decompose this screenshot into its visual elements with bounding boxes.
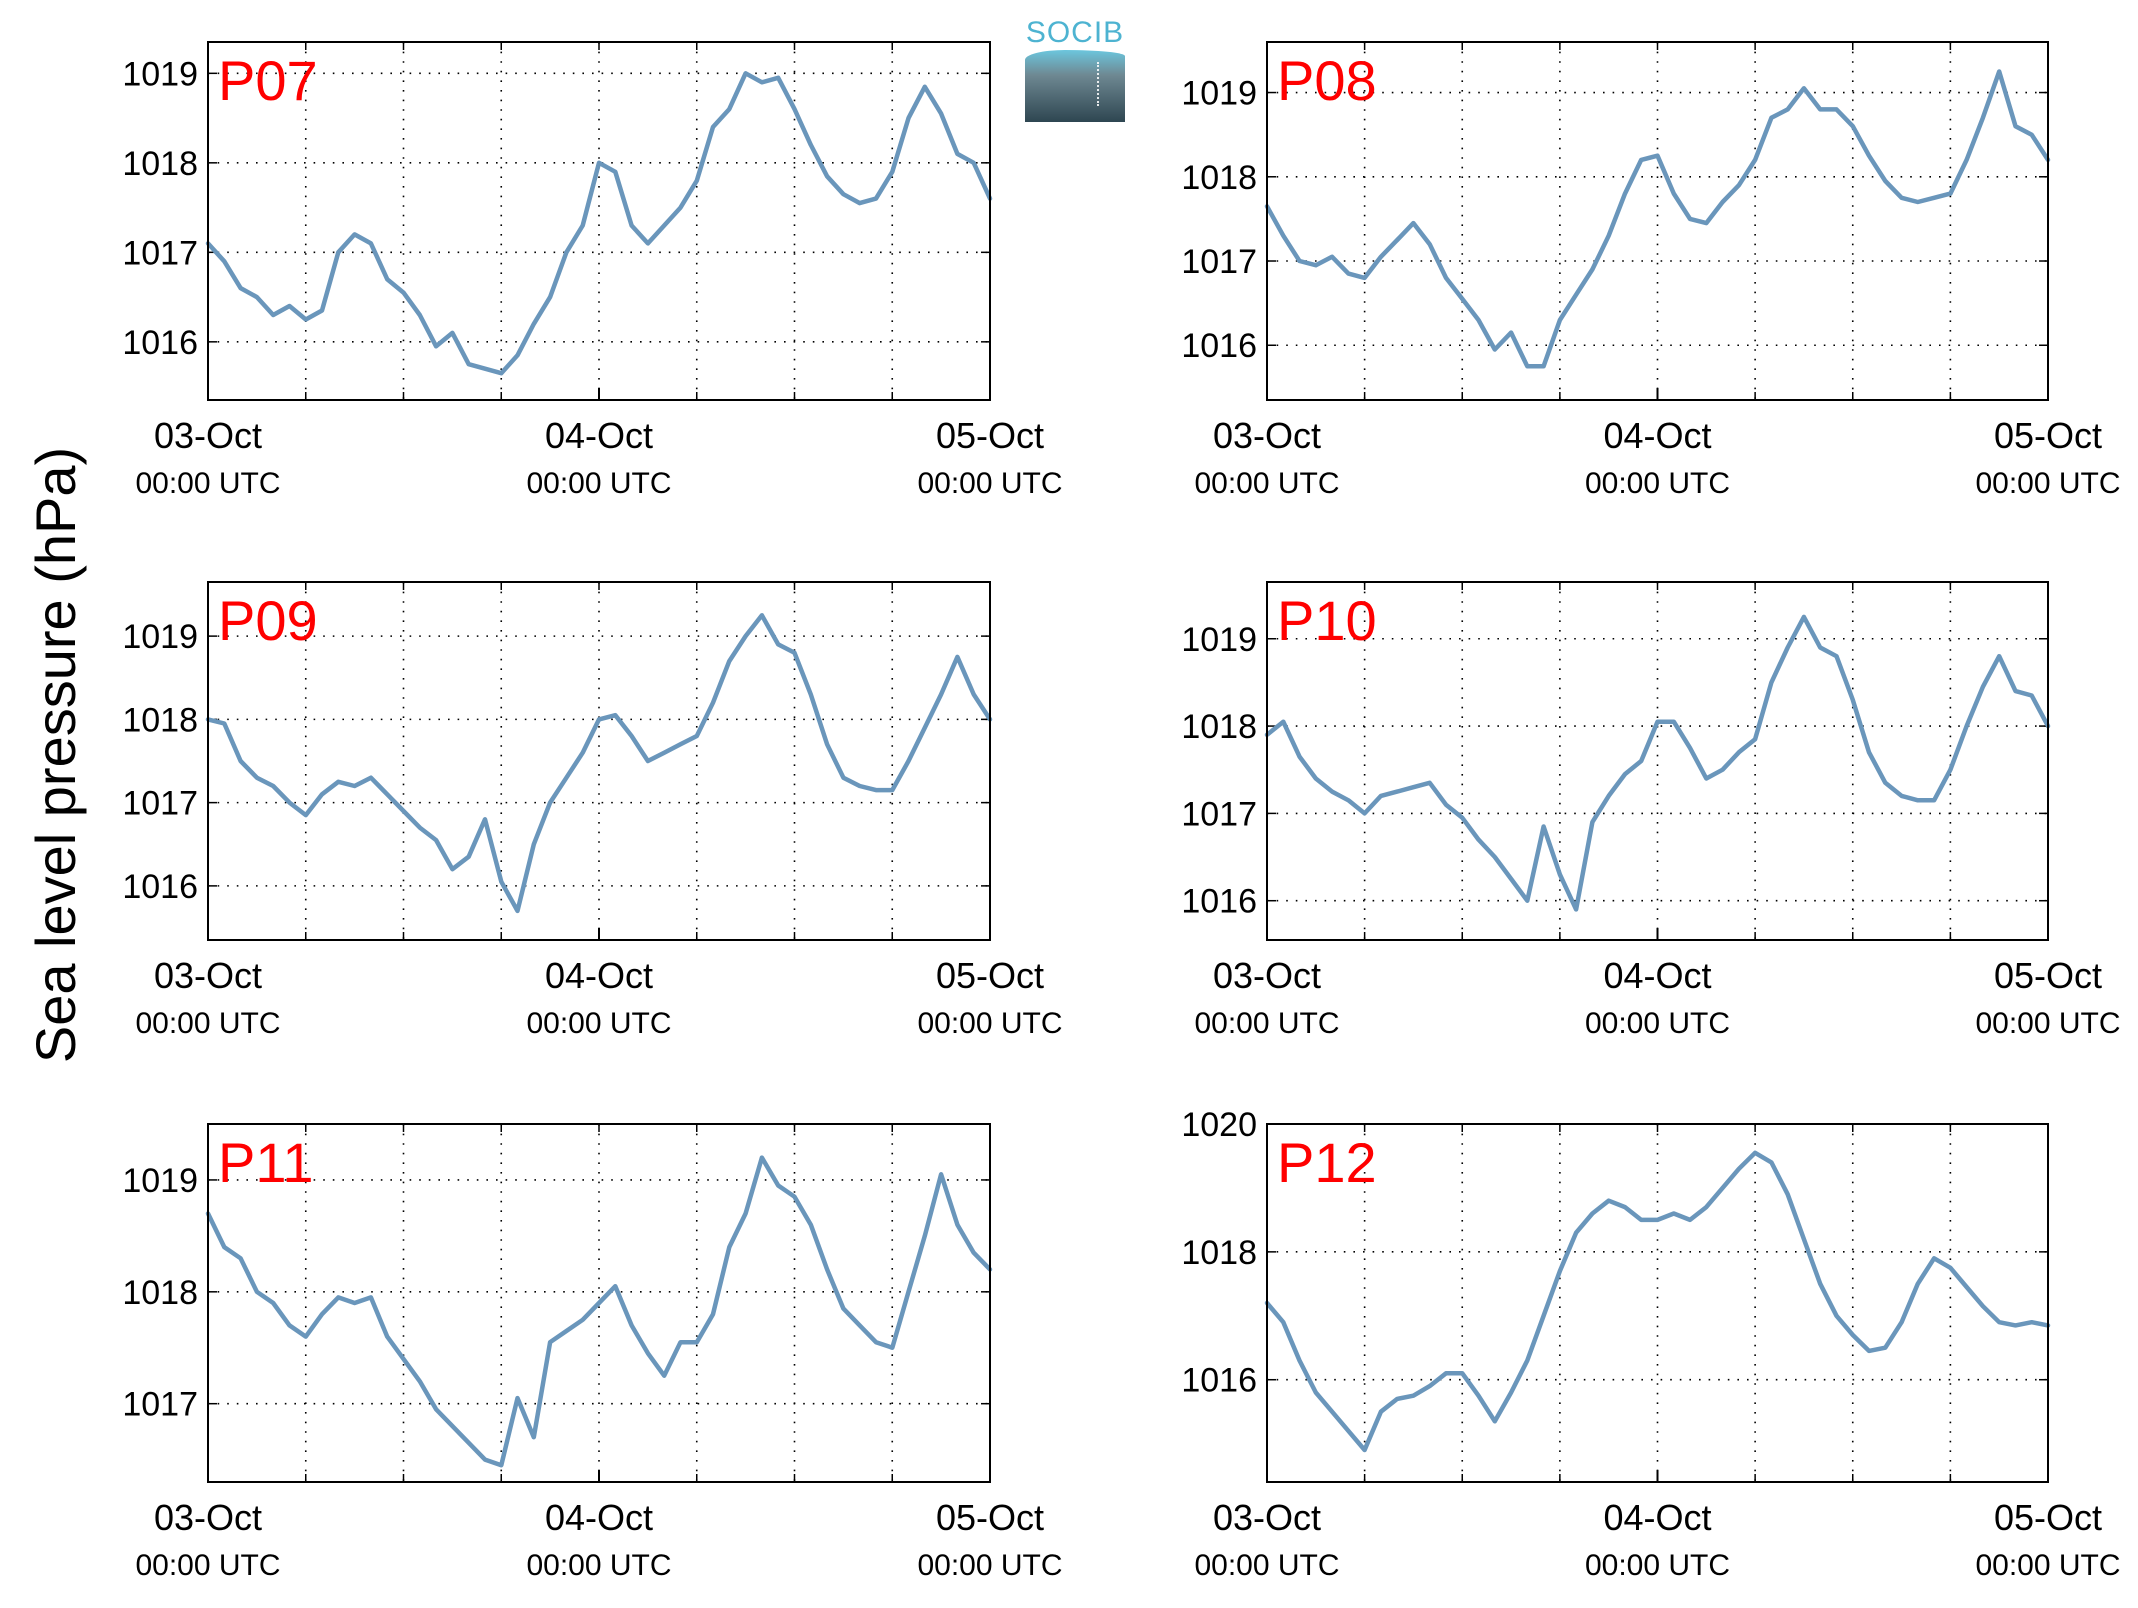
x-tick-label-date: 04-Oct	[1603, 1497, 1711, 1538]
logo-dotted-line	[1097, 62, 1099, 106]
y-tick-label: 1019	[1181, 621, 1257, 659]
y-tick-label: 1017	[122, 234, 198, 272]
x-tick-label-time: 00:00 UTC	[917, 1007, 1062, 1040]
y-tick-label: 1017	[1181, 243, 1257, 281]
x-tick-label-date: 03-Oct	[1213, 1497, 1321, 1538]
panel-p07: 1016 1017 1018 1019 03-Oct 00:00 UTC 04-Oct 00:…	[122, 41, 1063, 500]
x-tick-label-date: 04-Oct	[1603, 415, 1711, 456]
x-tick-label-time: 00:00 UTC	[526, 467, 671, 500]
x-tick-label-date: 05-Oct	[936, 1497, 1044, 1538]
x-tick-label-date: 05-Oct	[936, 955, 1044, 996]
x-tick-label-time: 00:00 UTC	[1585, 467, 1730, 500]
y-tick-label: 1017	[122, 1386, 198, 1424]
y-tick-label: 1019	[122, 1162, 198, 1200]
series-line-p11	[205, 1155, 993, 1468]
x-tick-label-time: 00:00 UTC	[1975, 467, 2120, 500]
x-tick-label-date: 04-Oct	[545, 1497, 653, 1538]
y-tick-label: 1019	[122, 618, 198, 656]
x-tick-label-time: 00:00 UTC	[1975, 1007, 2120, 1040]
x-tick-label-date: 04-Oct	[545, 955, 653, 996]
x-tick-label-time: 00:00 UTC	[526, 1549, 671, 1582]
x-tick-label-date: 03-Oct	[1213, 415, 1321, 456]
x-tick-label-date: 05-Oct	[1994, 415, 2102, 456]
panel-p09: 1016 1017 1018 1019 03-Oct 00:00 UTC 04-Oct 00:…	[122, 581, 1063, 1040]
x-tick-label-time: 00:00 UTC	[1975, 1549, 2120, 1582]
y-tick-label: 1018	[122, 701, 198, 739]
x-tick-label-date: 05-Oct	[936, 415, 1044, 456]
x-tick-label-date: 03-Oct	[154, 1497, 262, 1538]
logo-wave-icon	[1025, 50, 1125, 122]
series-line-p10	[1264, 614, 2051, 912]
socib-logo: SOCIB	[1025, 18, 1125, 122]
x-tick-label-date: 03-Oct	[1213, 955, 1321, 996]
x-tick-label-time: 00:00 UTC	[1585, 1007, 1730, 1040]
station-label-p11: P11	[218, 1131, 313, 1194]
panel-p08: 1016 1017 1018 1019 03-Oct 00:00 UTC 04-Oct 00:…	[1181, 41, 2121, 500]
y-tick-label: 1016	[122, 868, 198, 906]
x-tick-label-time: 00:00 UTC	[917, 1549, 1062, 1582]
x-tick-label-date: 04-Oct	[1603, 955, 1711, 996]
y-tick-label: 1019	[1181, 75, 1257, 113]
plot-frame	[207, 581, 991, 941]
station-label-p08: P08	[1277, 49, 1377, 112]
x-tick-label-date: 03-Oct	[154, 415, 262, 456]
y-tick-label: 1016	[122, 324, 198, 362]
x-tick-label-date: 05-Oct	[1994, 1497, 2102, 1538]
y-tick-label: 1018	[1181, 1234, 1257, 1272]
x-tick-label-time: 00:00 UTC	[526, 1007, 671, 1040]
plot-frame	[207, 41, 991, 401]
x-tick-label-time: 00:00 UTC	[1194, 1007, 1339, 1040]
x-tick-label-time: 00:00 UTC	[1585, 1549, 1730, 1582]
y-tick-label: 1016	[1181, 883, 1257, 921]
x-tick-label-date: 03-Oct	[154, 955, 262, 996]
y-axis-label: Sea level pressure (hPa)	[24, 446, 87, 1064]
plot-frame	[1266, 1123, 2049, 1483]
x-tick-label-time: 00:00 UTC	[135, 467, 280, 500]
station-label-p10: P10	[1277, 589, 1377, 652]
panel-p12: 1016 1018 1020 03-Oct 00:00 UTC 04-Oct 00:00 U…	[1181, 1106, 2120, 1582]
station-label-p12: P12	[1277, 1131, 1377, 1194]
y-tick-label: 1017	[122, 785, 198, 823]
y-tick-label: 1018	[122, 145, 198, 183]
series-line-p07	[205, 71, 993, 376]
y-tick-label: 1017	[1181, 795, 1257, 833]
y-tick-label: 1019	[122, 55, 198, 93]
y-tick-label: 1020	[1181, 1106, 1257, 1144]
x-tick-label-time: 00:00 UTC	[135, 1007, 280, 1040]
x-tick-label-date: 04-Oct	[545, 415, 653, 456]
y-tick-label: 1018	[1181, 708, 1257, 746]
panel-p10: 1016 1017 1018 1019 03-Oct 00:00 UTC 04-Oct 00:…	[1181, 581, 2121, 1040]
logo-text: SOCIB	[1025, 16, 1125, 49]
plot-frame	[1266, 581, 2049, 941]
series-line-p12	[1264, 1150, 2051, 1453]
x-tick-label-time: 00:00 UTC	[135, 1549, 280, 1582]
y-tick-label: 1018	[122, 1274, 198, 1312]
station-label-p09: P09	[218, 589, 318, 652]
series-line-p09	[205, 613, 993, 914]
x-tick-label-time: 00:00 UTC	[1194, 467, 1339, 500]
y-tick-label: 1018	[1181, 159, 1257, 197]
x-tick-label-time: 00:00 UTC	[917, 467, 1062, 500]
plot-frame	[1266, 41, 2049, 401]
panel-p11: 1017 1018 1019 03-Oct 00:00 UTC 04-Oct 00:00 U…	[122, 1123, 1063, 1582]
y-tick-label: 1016	[1181, 327, 1257, 365]
series-line-p08	[1264, 69, 2051, 369]
station-label-p07: P07	[218, 49, 318, 112]
x-tick-label-time: 00:00 UTC	[1194, 1549, 1339, 1582]
x-tick-label-date: 05-Oct	[1994, 955, 2102, 996]
y-tick-label: 1016	[1181, 1362, 1257, 1400]
